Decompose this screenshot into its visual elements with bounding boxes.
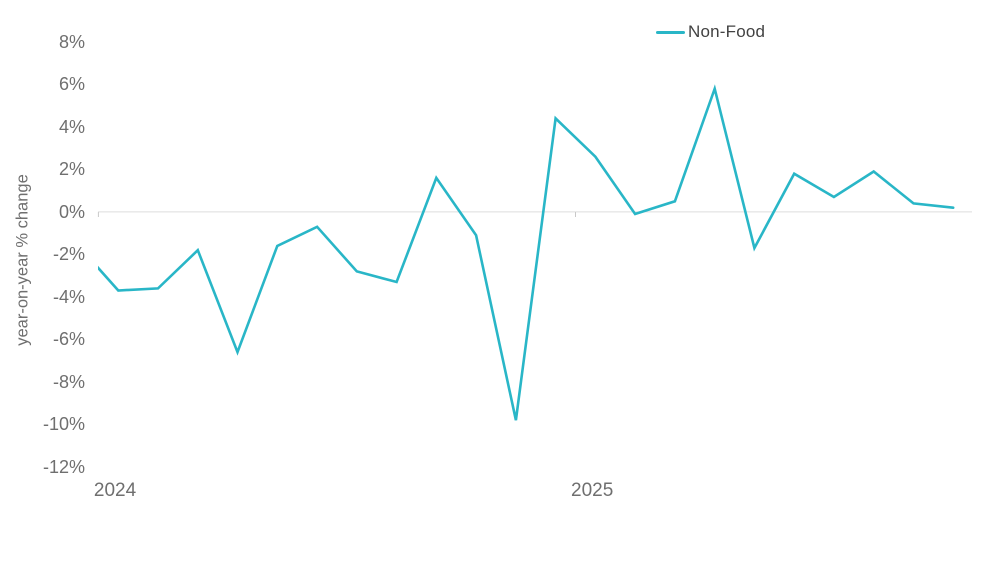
legend-label: Non-Food bbox=[688, 22, 766, 41]
y-tick-label: -6% bbox=[52, 329, 85, 350]
x-tick-label-2024: 2024 bbox=[93, 480, 137, 501]
y-tick-label: -4% bbox=[52, 286, 85, 307]
x-tick-label-2025: 2025 bbox=[571, 480, 614, 501]
y-tick-label: 2% bbox=[58, 159, 85, 180]
y-tick-label: 8% bbox=[58, 31, 85, 52]
y-tick-label: -8% bbox=[52, 371, 85, 392]
y-tick-label: -10% bbox=[42, 414, 85, 435]
y-tick-label: 4% bbox=[58, 116, 85, 137]
y-tick-label: 0% bbox=[58, 201, 85, 222]
legend-item: Non-Food bbox=[656, 21, 765, 43]
y-tick-label: -12% bbox=[42, 456, 85, 477]
legend-line-swatch bbox=[656, 30, 685, 34]
y-tick-label: 6% bbox=[58, 74, 85, 95]
series-line-non-food bbox=[98, 84, 955, 421]
y-tick-label: -2% bbox=[52, 244, 85, 265]
